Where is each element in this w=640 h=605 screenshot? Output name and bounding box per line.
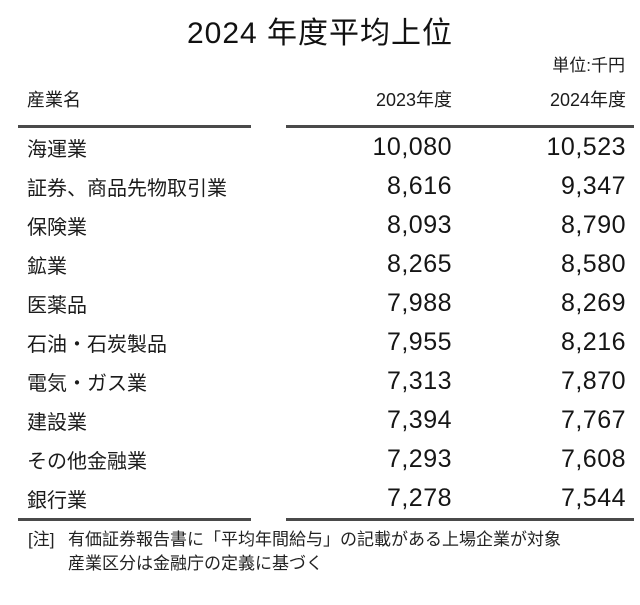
footer-rule-right-segment xyxy=(286,518,634,521)
table-row: 電気・ガス業 7,313 7,870 xyxy=(27,362,626,401)
value-fy2023: 8,093 xyxy=(386,211,452,239)
value-fy2024: 10,523 xyxy=(546,133,626,161)
footer-rule-left-segment xyxy=(18,518,251,521)
industry-name: その他金融業 xyxy=(27,451,147,473)
value-fy2023: 7,394 xyxy=(386,406,452,434)
footnote: [注] 有価証券報告書に「平均年間給与」の記載がある上場企業が対象 産業区分は金… xyxy=(28,528,630,576)
table-row: その他金融業 7,293 7,608 xyxy=(27,440,626,479)
table-header-row: 産業名 2023年度 2024年度 xyxy=(27,86,626,112)
industry-name: 銀行業 xyxy=(27,490,87,512)
value-fy2024: 7,544 xyxy=(560,484,626,512)
industry-name: 海運業 xyxy=(27,139,87,161)
table-row: 海運業 10,080 10,523 xyxy=(27,128,626,167)
table-row: 医薬品 7,988 8,269 xyxy=(27,284,626,323)
footer-rule xyxy=(0,518,640,521)
table-row: 保険業 8,093 8,790 xyxy=(27,206,626,245)
table-row: 建設業 7,394 7,767 xyxy=(27,401,626,440)
footnote-text: 有価証券報告書に「平均年間給与」の記載がある上場企業が対象 産業区分は金融庁の定… xyxy=(68,528,630,576)
header-industry: 産業名 xyxy=(27,90,81,110)
value-fy2024: 7,767 xyxy=(560,406,626,434)
value-fy2023: 7,293 xyxy=(386,445,452,473)
value-fy2024: 8,790 xyxy=(560,211,626,239)
footnote-line-1: 有価証券報告書に「平均年間給与」の記載がある上場企業が対象 xyxy=(68,530,561,549)
industry-name: 証券、商品先物取引業 xyxy=(27,178,227,200)
industry-name: 保険業 xyxy=(27,217,87,239)
value-fy2024: 8,580 xyxy=(560,250,626,278)
value-fy2023: 7,955 xyxy=(386,328,452,356)
unit-label: 単位:千円 xyxy=(552,56,625,75)
header-rule-right-segment xyxy=(286,125,634,128)
page-title: 2024 年度平均上位 xyxy=(186,17,454,50)
footnote-line-2: 産業区分は金融庁の定義に基づく xyxy=(68,554,323,573)
footnote-tag: [注] xyxy=(28,530,55,549)
industry-name: 鉱業 xyxy=(27,256,67,278)
header-rule xyxy=(0,125,640,128)
value-fy2023: 7,988 xyxy=(386,289,452,317)
table-row: 証券、商品先物取引業 8,616 9,347 xyxy=(27,167,626,206)
table-row: 銀行業 7,278 7,544 xyxy=(27,479,626,518)
value-fy2023: 8,265 xyxy=(386,250,452,278)
table-row: 鉱業 8,265 8,580 xyxy=(27,245,626,284)
value-fy2023: 7,313 xyxy=(386,367,452,395)
industry-name: 医薬品 xyxy=(27,295,87,317)
industry-name: 電気・ガス業 xyxy=(27,373,147,395)
industry-name: 石油・石炭製品 xyxy=(27,334,167,356)
table-body: 海運業 10,080 10,523 証券、商品先物取引業 8,616 9,347… xyxy=(27,128,626,518)
industry-name: 建設業 xyxy=(27,412,87,434)
footer-rule-gap xyxy=(251,518,286,521)
header-rule-left-segment xyxy=(18,125,251,128)
table-row: 石油・石炭製品 7,955 8,216 xyxy=(27,323,626,362)
value-fy2024: 8,216 xyxy=(560,328,626,356)
value-fy2023: 7,278 xyxy=(386,484,452,512)
value-fy2024: 7,870 xyxy=(560,367,626,395)
value-fy2024: 7,608 xyxy=(560,445,626,473)
value-fy2023: 10,080 xyxy=(372,133,452,161)
value-fy2024: 9,347 xyxy=(560,172,626,200)
value-fy2024: 8,269 xyxy=(560,289,626,317)
value-fy2023: 8,616 xyxy=(386,172,452,200)
header-fy2023: 2023年度 xyxy=(375,90,452,110)
header-fy2024: 2024年度 xyxy=(549,90,626,110)
